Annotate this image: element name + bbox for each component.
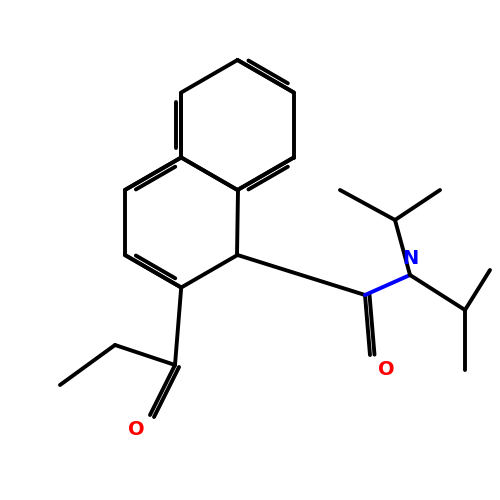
Text: N: N <box>402 248 418 268</box>
Text: O: O <box>128 420 145 439</box>
Text: O: O <box>378 360 394 379</box>
